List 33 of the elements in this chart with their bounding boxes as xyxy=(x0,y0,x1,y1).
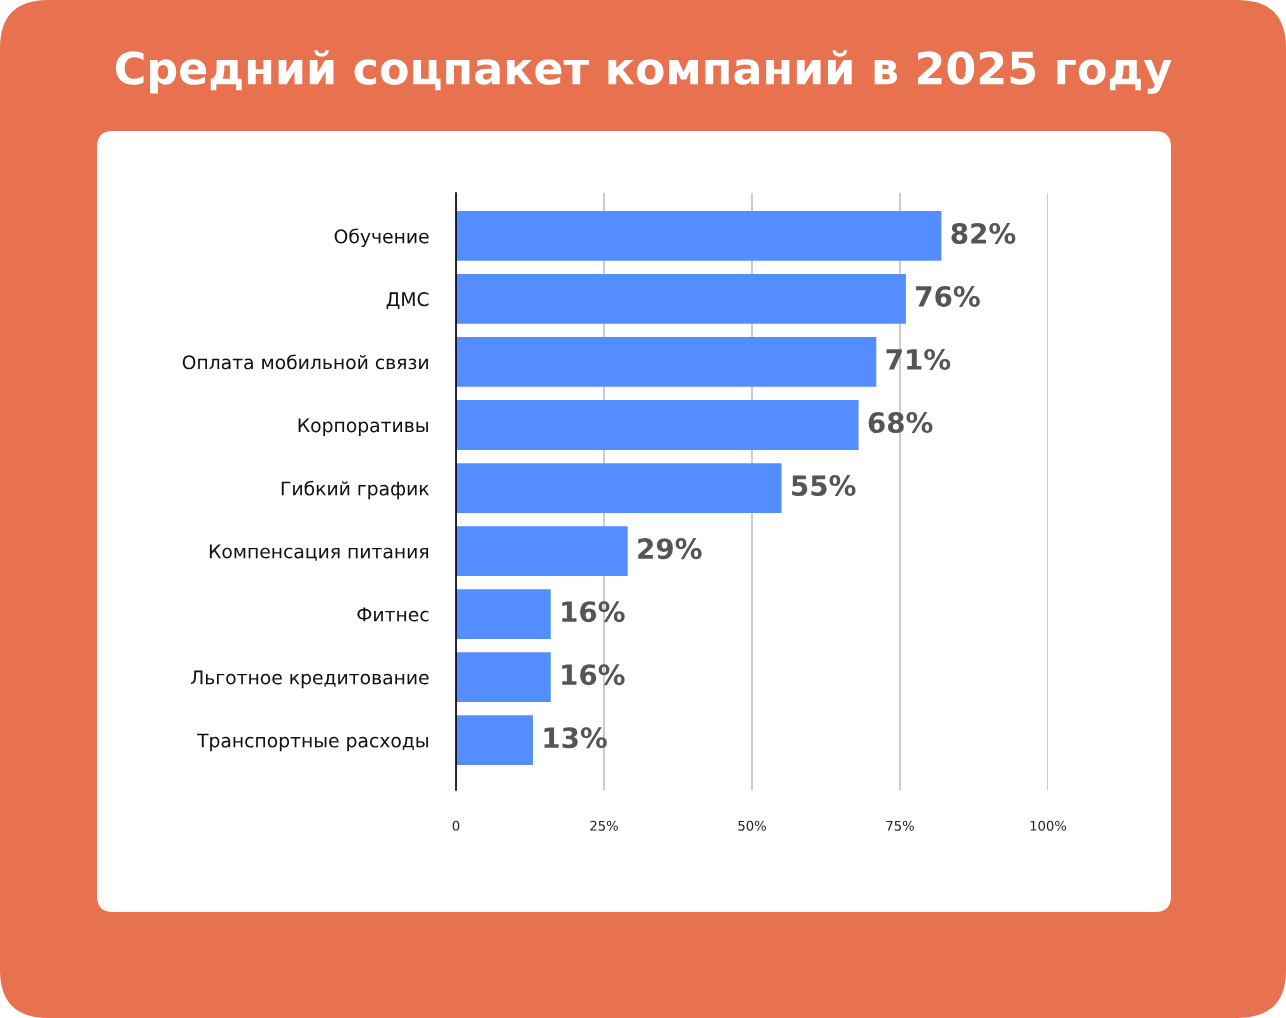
bar xyxy=(456,400,859,450)
bar xyxy=(456,652,551,703)
data-label: 82% xyxy=(951,222,1016,244)
y-tick-label: Корпоративы xyxy=(298,418,428,437)
data-label: 13% xyxy=(544,727,607,749)
x-tick-label: 100% xyxy=(1030,820,1067,831)
y-tick-label: Компенсация питания xyxy=(209,544,429,561)
x-tick-label: 75% xyxy=(886,820,914,831)
data-label: 16% xyxy=(562,601,625,623)
y-tick-label: ДМС xyxy=(386,292,429,309)
x-tick-label: 50% xyxy=(738,820,766,831)
y-tick-label: Фитнес xyxy=(357,607,429,622)
x-tick-label: 0 xyxy=(452,820,460,831)
data-label: 55% xyxy=(792,475,856,497)
bar xyxy=(456,210,942,261)
y-tick-label: Гибкий график xyxy=(281,480,429,500)
bar xyxy=(456,463,782,513)
data-label: 71% xyxy=(886,349,951,371)
y-tick-label: Оплата мобильной связи xyxy=(182,354,428,370)
chart-title: Средний соцпакет компаний в 2025 году xyxy=(115,50,1172,94)
data-label: 16% xyxy=(562,664,625,686)
data-label: 76% xyxy=(916,285,980,307)
y-tick-label: Транспортные расходы xyxy=(196,733,428,752)
bar xyxy=(456,715,533,766)
y-tick-label: Обучение xyxy=(334,228,429,248)
x-tick-label: 25% xyxy=(590,820,618,831)
bar xyxy=(456,274,906,324)
bar xyxy=(456,337,877,387)
y-tick-label: Льготное кредитование xyxy=(190,670,429,689)
data-label: 68% xyxy=(868,412,933,434)
bar xyxy=(456,526,628,576)
data-label: 29% xyxy=(638,538,702,560)
bar xyxy=(456,589,551,640)
